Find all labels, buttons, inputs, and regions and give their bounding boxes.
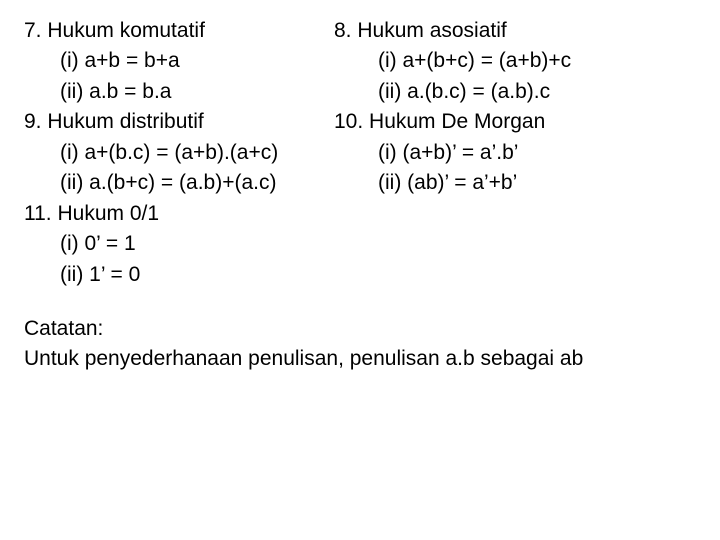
- col-law-10: 10. Hukum De Morgan (i) (a+b)’ = a’.b’ (…: [334, 107, 696, 198]
- law-11-i: (i) 0’ = 1: [24, 229, 696, 259]
- law-10-i: (i) (a+b)’ = a’.b’: [334, 138, 696, 168]
- law-8-i: (i) a+(b+c) = (a+b)+c: [334, 46, 696, 76]
- law-8-title: 8. Hukum asosiatif: [334, 16, 696, 46]
- law-10-ii: (ii) (ab)’ = a’+b’: [334, 168, 696, 198]
- law-7-title: 7. Hukum komutatif: [24, 16, 334, 46]
- law-8-ii: (ii) a.(b.c) = (a.b).c: [334, 77, 696, 107]
- row-7-8: 7. Hukum komutatif (i) a+b = b+a (ii) a.…: [24, 16, 696, 107]
- row-9-10: 9. Hukum distributif (i) a+(b.c) = (a+b)…: [24, 107, 696, 198]
- law-11-ii: (ii) 1’ = 0: [24, 260, 696, 290]
- law-7-ii: (ii) a.b = b.a: [24, 77, 334, 107]
- law-9-ii: (ii) a.(b+c) = (a.b)+(a.c): [24, 168, 334, 198]
- law-10-title: 10. Hukum De Morgan: [334, 107, 696, 137]
- note-label: Catatan:: [24, 314, 696, 344]
- law-9-i: (i) a+(b.c) = (a+b).(a+c): [24, 138, 334, 168]
- col-law-11: 11. Hukum 0/1 (i) 0’ = 1 (ii) 1’ = 0: [24, 199, 696, 290]
- law-11-title: 11. Hukum 0/1: [24, 199, 696, 229]
- col-law-8: 8. Hukum asosiatif (i) a+(b+c) = (a+b)+c…: [334, 16, 696, 107]
- page: 7. Hukum komutatif (i) a+b = b+a (ii) a.…: [0, 0, 720, 375]
- law-9-title: 9. Hukum distributif: [24, 107, 334, 137]
- law-7-i: (i) a+b = b+a: [24, 46, 334, 76]
- col-law-7: 7. Hukum komutatif (i) a+b = b+a (ii) a.…: [24, 16, 334, 107]
- col-law-9: 9. Hukum distributif (i) a+(b.c) = (a+b)…: [24, 107, 334, 198]
- note-block: Catatan: Untuk penyederhanaan penulisan,…: [24, 314, 696, 375]
- note-body: Untuk penyederhanaan penulisan, penulisa…: [24, 344, 696, 374]
